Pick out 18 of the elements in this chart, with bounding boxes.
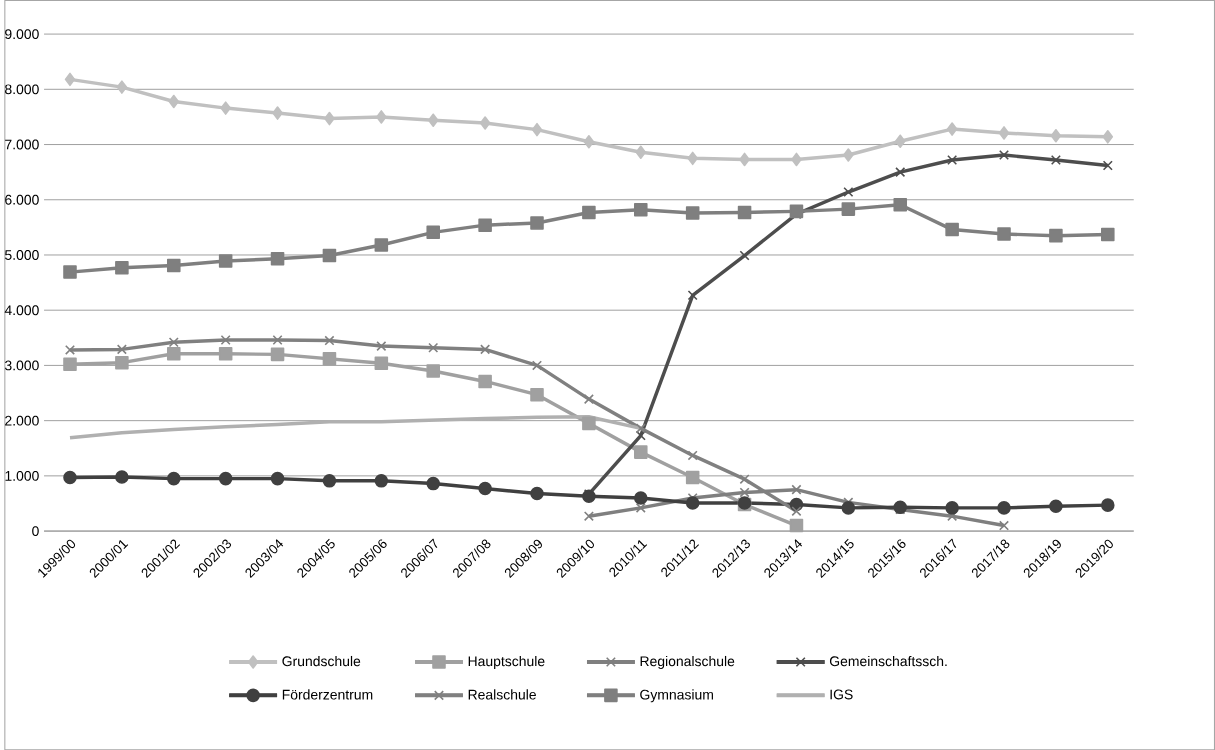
legend-label: Gymnasium — [640, 689, 713, 703]
y-tick-label: 9.000 — [5, 29, 39, 39]
legend-label: Förderzentrum — [282, 689, 373, 700]
y-tick-label: 1.000 — [5, 470, 39, 481]
y-tick-label: 2.000 — [5, 415, 39, 426]
y-tick-label: 7.000 — [5, 139, 39, 150]
y-tick-label: 3.000 — [4, 360, 39, 371]
y-tick-label: 8.000 — [5, 84, 39, 95]
y-tick-label: 0 — [32, 526, 39, 536]
legend-label: Realschule — [468, 689, 536, 700]
y-tick-label: 6.000 — [5, 194, 39, 205]
legend-label: Regionalschule — [640, 655, 735, 669]
legend-label: Gemeinschaftssch. — [829, 655, 947, 667]
legend-label: Hauptschule — [468, 655, 545, 669]
legend-label: Grundschule — [282, 655, 361, 667]
y-tick-label: 5.000 — [5, 249, 39, 260]
legend-label: IGS — [830, 689, 853, 700]
y-tick-label: 4.000 — [4, 305, 39, 316]
